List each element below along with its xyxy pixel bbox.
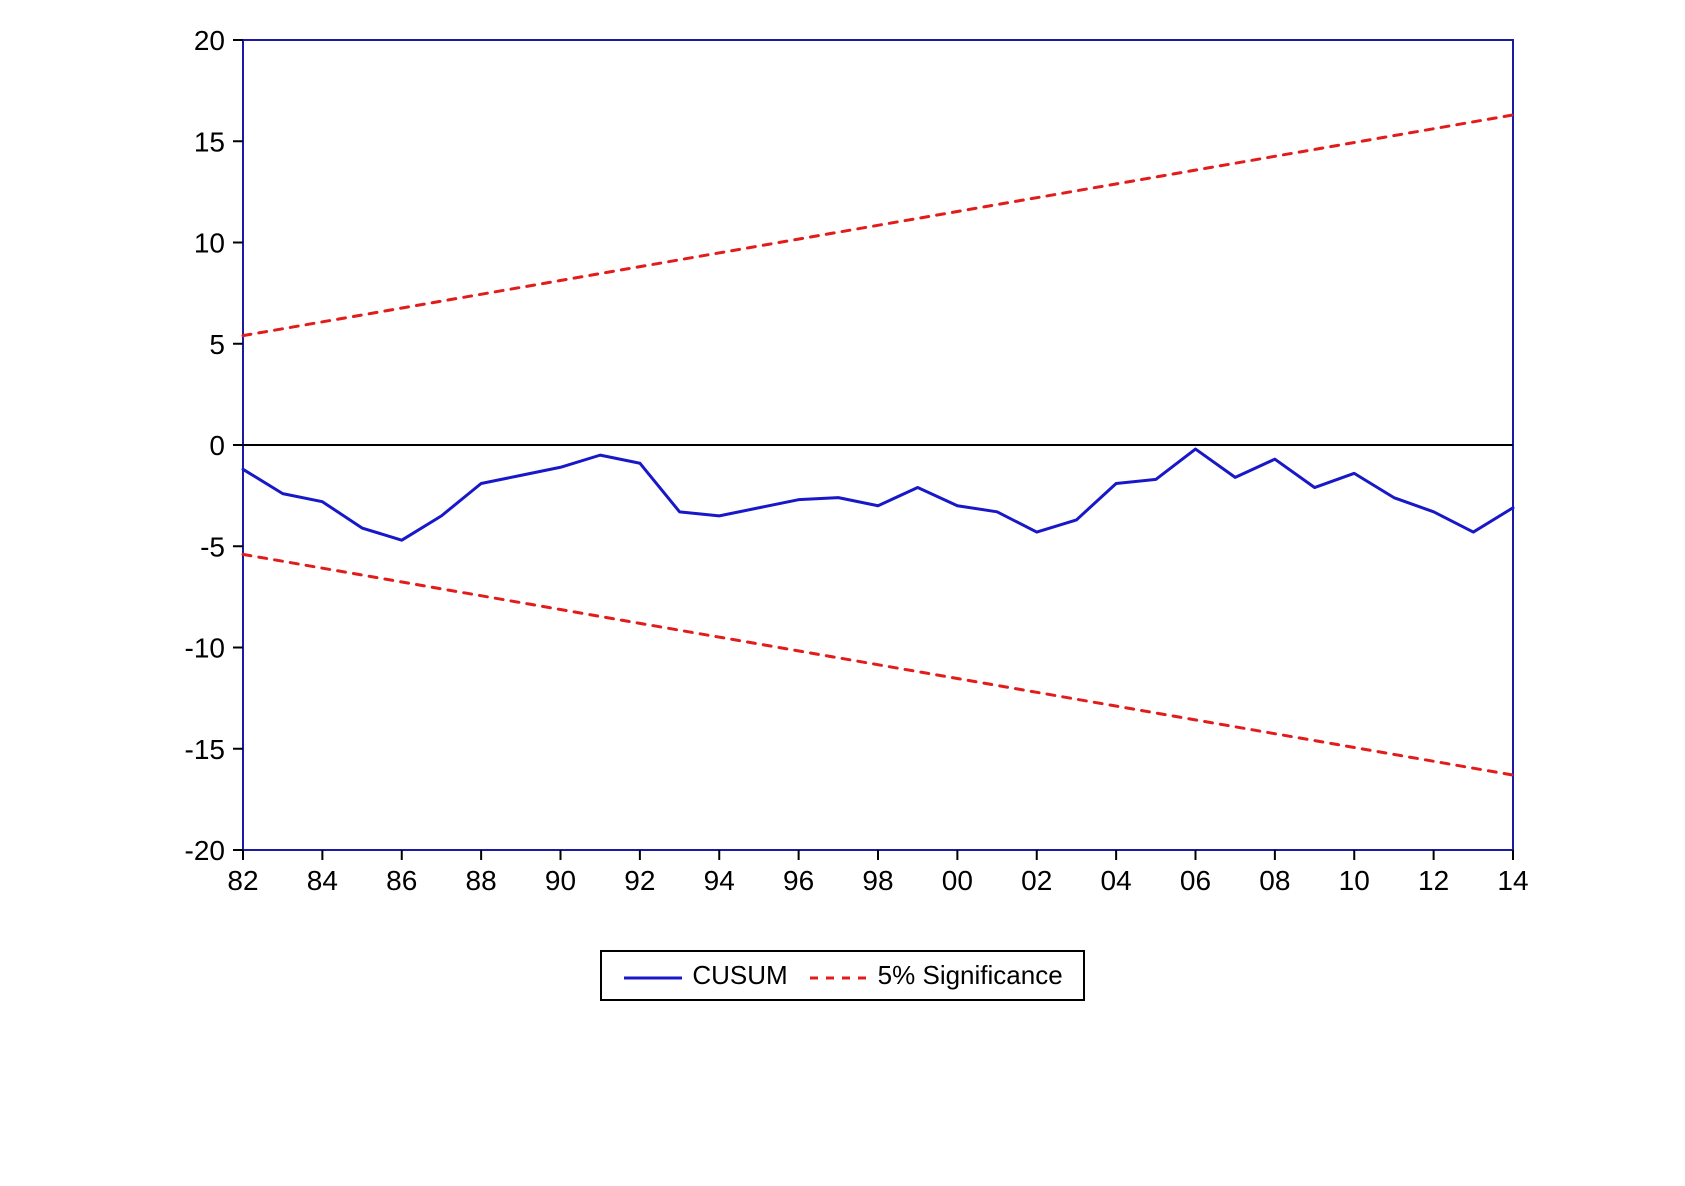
y-tick-label: -10	[184, 633, 224, 664]
y-tick-label: -5	[200, 531, 225, 562]
x-tick-label: 12	[1418, 865, 1449, 896]
x-tick-label: 92	[624, 865, 655, 896]
y-tick-label: 5	[209, 329, 225, 360]
chart-container: -20 -15 -10 -5 0 5 10 15 20 82 84 86 88 90 92 94 96 98 00 0…	[0, 0, 1685, 1021]
y-tick-label: -20	[184, 835, 224, 866]
legend-label: CUSUM	[692, 960, 787, 991]
legend-label: 5% Significance	[878, 960, 1063, 991]
x-tick-label: 06	[1179, 865, 1210, 896]
x-tick-label: 00	[941, 865, 972, 896]
x-tick-label: 90	[544, 865, 575, 896]
x-tick-label: 86	[386, 865, 417, 896]
x-tick-label: 14	[1497, 865, 1528, 896]
x-tick-label: 04	[1100, 865, 1131, 896]
cusum-chart: -20 -15 -10 -5 0 5 10 15 20 82 84 86 88 90 92 94 96 98 00 0…	[143, 20, 1543, 920]
legend-item: CUSUM	[622, 960, 787, 991]
legend-item: 5% Significance	[808, 960, 1063, 991]
legend: CUSUM 5% Significance	[600, 950, 1084, 1001]
x-tick-label: 88	[465, 865, 496, 896]
y-tick-label: 15	[193, 126, 224, 157]
x-tick-label: 10	[1338, 865, 1369, 896]
x-tick-label: 96	[783, 865, 814, 896]
x-tick-label: 82	[227, 865, 258, 896]
x-tick-label: 94	[703, 865, 734, 896]
y-tick-label: 10	[193, 228, 224, 259]
y-tick-label: -15	[184, 734, 224, 765]
x-tick-label: 08	[1259, 865, 1290, 896]
x-tick-label: 98	[862, 865, 893, 896]
legend-sample	[808, 966, 868, 986]
x-tick-label: 02	[1021, 865, 1052, 896]
y-tick-label: 0	[209, 430, 225, 461]
y-tick-label: 20	[193, 25, 224, 56]
x-tick-label: 84	[306, 865, 337, 896]
legend-sample	[622, 966, 682, 986]
